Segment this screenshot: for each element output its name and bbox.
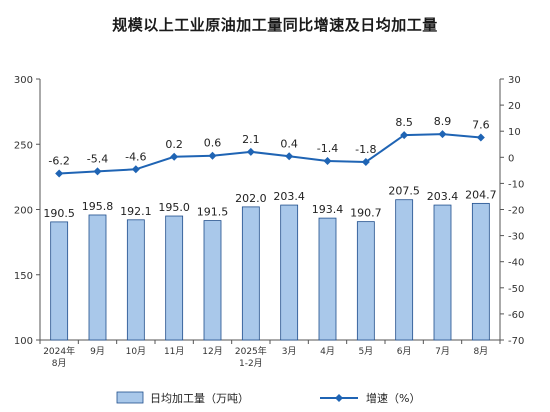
bar-value-label: 191.5 xyxy=(197,206,229,219)
x-tick-label: 8月 xyxy=(52,358,67,369)
right-tick-label: -60 xyxy=(508,310,524,321)
right-tick-label: -50 xyxy=(508,284,524,295)
left-tick-label: 250 xyxy=(14,140,33,151)
x-tick-label: 3月 xyxy=(282,346,297,357)
line-point xyxy=(400,131,409,140)
left-tick-label: 300 xyxy=(14,75,33,86)
bar-value-label: 203.4 xyxy=(273,190,305,203)
legend-line-label: 增速（%） xyxy=(366,391,420,405)
line-value-label: 0.6 xyxy=(204,137,222,150)
line-point xyxy=(208,151,217,160)
bar xyxy=(126,219,145,341)
bar-value-label: 203.4 xyxy=(427,190,459,203)
x-tick-label: 4月 xyxy=(320,346,335,357)
bar-value-label: 193.4 xyxy=(312,203,344,216)
x-tick-label: 8月 xyxy=(473,346,488,357)
right-tick-label: 30 xyxy=(508,75,521,86)
line-point xyxy=(476,133,485,142)
x-tick-label: 11月 xyxy=(164,346,184,357)
right-tick-label: -10 xyxy=(508,179,524,190)
legend: 日均加工量（万吨） 增速（%） xyxy=(116,391,420,405)
right-tick-label: -30 xyxy=(508,232,524,243)
legend-line-marker xyxy=(335,394,343,402)
bar xyxy=(433,204,452,341)
bar xyxy=(318,217,337,341)
line-point xyxy=(55,169,64,178)
data-labels: 190.5 195.8 192.1 195.0 191.5 202.0 203.4 193.4… xyxy=(43,115,496,220)
left-tick-label: 200 xyxy=(14,206,33,217)
left-tick-label: 100 xyxy=(14,336,33,347)
line-value-label: -6.2 xyxy=(48,154,69,167)
bar-value-label: 204.7 xyxy=(465,188,497,201)
bar-value-label: 192.1 xyxy=(120,205,152,218)
line-point xyxy=(361,157,370,166)
line-point xyxy=(131,165,140,174)
line-value-label: -4.6 xyxy=(125,150,146,163)
line-value-label: 0.2 xyxy=(165,138,183,151)
chart-title: 规模以上工业原油加工量同比增速及日均加工量 xyxy=(112,16,438,34)
bar xyxy=(88,214,107,341)
x-tick-label: 2025年 xyxy=(235,345,267,357)
line-point xyxy=(438,130,447,139)
right-tick-label: 20 xyxy=(508,101,521,112)
left-tick-label: 150 xyxy=(14,271,33,282)
legend-bar-label: 日均加工量（万吨） xyxy=(150,392,249,405)
bar-value-label: 202.0 xyxy=(235,192,267,205)
line-value-label: 2.1 xyxy=(242,133,260,146)
x-tick-label: 9月 xyxy=(90,346,105,357)
line-series xyxy=(55,130,485,178)
line-value-label: -1.8 xyxy=(355,143,376,156)
bar xyxy=(165,215,184,341)
x-tick-label: 6月 xyxy=(397,346,412,357)
line-value-label: 8.5 xyxy=(395,116,413,129)
line-value-label: 7.6 xyxy=(472,118,490,131)
bar-value-label: 207.5 xyxy=(388,185,420,198)
bar xyxy=(395,199,414,341)
line-value-label: -1.4 xyxy=(317,142,338,155)
bar-value-label: 195.0 xyxy=(158,201,190,214)
bar xyxy=(356,221,375,341)
bar-value-label: 190.7 xyxy=(350,207,382,220)
bar xyxy=(471,202,490,341)
line-value-label: -5.4 xyxy=(87,152,108,165)
growth-line xyxy=(59,133,481,175)
right-tick-label: -40 xyxy=(508,258,524,269)
bar-value-label: 190.5 xyxy=(43,207,75,220)
right-tick-label: -70 xyxy=(508,336,524,347)
line-point xyxy=(170,152,179,161)
bar-series xyxy=(50,199,490,341)
x-tick-label: 2024年 xyxy=(43,345,75,357)
bar xyxy=(280,204,299,341)
line-point xyxy=(93,167,102,176)
bar xyxy=(203,220,222,341)
x-tick-label: 10月 xyxy=(126,346,146,357)
right-tick-label: 10 xyxy=(508,127,521,138)
line-point xyxy=(285,152,294,161)
line-point xyxy=(246,147,255,156)
line-value-label: 0.4 xyxy=(280,137,298,150)
bar xyxy=(50,221,69,341)
line-value-label: 8.9 xyxy=(434,115,452,128)
x-tick-label: 7月 xyxy=(435,346,450,357)
x-tick-label: 12月 xyxy=(202,346,222,357)
right-tick-label: 0 xyxy=(508,153,514,164)
bar xyxy=(241,206,260,341)
x-tick-label: 1-2月 xyxy=(239,358,263,369)
bar-value-label: 195.8 xyxy=(82,200,114,213)
line-point xyxy=(323,156,332,165)
right-tick-label: -20 xyxy=(508,206,524,217)
legend-bar-swatch xyxy=(116,391,144,404)
x-tick-label: 5月 xyxy=(358,346,373,357)
